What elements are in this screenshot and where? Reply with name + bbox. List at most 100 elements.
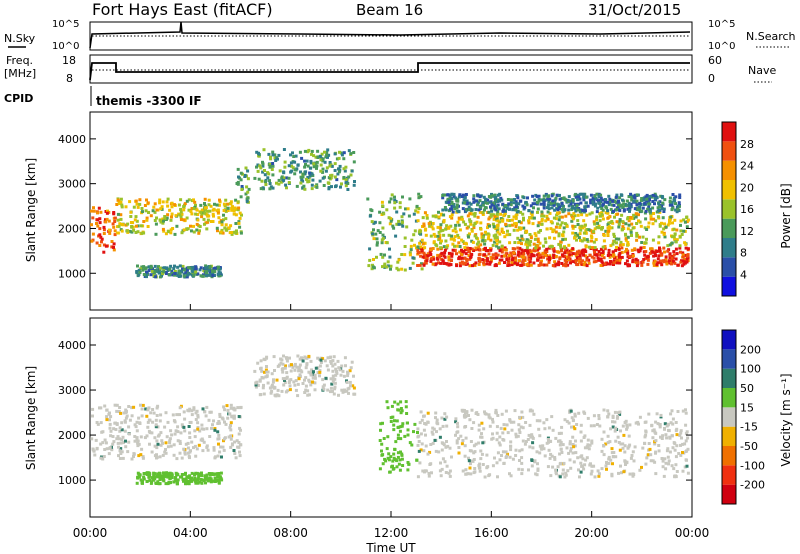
velocity-cell-r0 (180, 423, 184, 427)
power-cell-r8 (465, 202, 469, 206)
power-cell-r4 (271, 162, 275, 165)
velocity-cell-r4 (493, 456, 496, 460)
power-cell-r7 (436, 234, 440, 238)
power-cell-r5 (395, 210, 399, 214)
power-cell-r1 (117, 224, 121, 228)
velocity-cell-r0 (164, 441, 168, 445)
power-cell-r8 (567, 195, 571, 199)
velocity-cell-r0 (111, 435, 115, 438)
velocity-cell-r4 (463, 425, 467, 429)
power-cell-r1 (179, 210, 183, 214)
velocity-cell-r0 (173, 432, 177, 436)
power-cbar-swatch-2 (722, 238, 736, 258)
power-cell-r7 (643, 211, 647, 215)
power-cell-r6 (513, 261, 517, 265)
power-cell-r6 (520, 248, 524, 252)
power-cell-r6 (654, 253, 657, 257)
power-cell-r8 (610, 203, 614, 207)
power-cell-r7 (537, 230, 541, 234)
power-cell-r8 (532, 206, 535, 210)
velocity-cell-r0 (101, 457, 105, 461)
power-cell-r7 (503, 235, 507, 239)
power-cell-r8 (647, 202, 651, 206)
velocity-cell-r4 (664, 461, 668, 465)
power-cell-r2 (218, 274, 222, 278)
power-cell-r7 (447, 233, 451, 237)
velocity-cell-r2 (331, 359, 335, 363)
velocity-cell-r4 (607, 457, 611, 461)
velocity-cell-r2 (351, 384, 355, 388)
power-cell-r6 (461, 249, 465, 253)
power-cell-r7 (673, 237, 677, 241)
velocity-cell-r4 (673, 474, 677, 478)
power-cell-r6 (640, 263, 644, 267)
power-cell-r2 (194, 270, 198, 274)
velocity-cell-r0 (206, 448, 210, 452)
power-cell-r4 (330, 185, 333, 189)
velocity-cell-r4 (663, 457, 667, 461)
power-cell-r4 (277, 182, 281, 186)
power-cell-r8 (450, 204, 454, 208)
power-cell-r7 (645, 237, 648, 241)
power-cell-r1 (231, 205, 234, 209)
power-cell-r8 (630, 198, 634, 202)
power-cell-r5 (390, 193, 394, 197)
velocity-cell-r4 (448, 469, 452, 473)
power-cell-r8 (633, 207, 637, 211)
power-cell-r7 (635, 234, 639, 238)
velocity-cell-r4 (670, 464, 674, 468)
power-cell-r7 (529, 236, 533, 240)
velocity-cell-r2 (303, 378, 306, 382)
power-cell-r4 (319, 169, 323, 173)
power-cell-r8 (467, 208, 471, 212)
velocity-cell-r0 (183, 450, 187, 454)
velocity-cell-r0 (132, 405, 136, 409)
power-cell-r6 (467, 254, 471, 258)
power-cell-r6 (673, 261, 677, 265)
power-cell-r6 (683, 253, 687, 257)
power-cell-r8 (492, 203, 496, 207)
velocity-cell-r0 (118, 426, 122, 430)
power-cell-r6 (575, 250, 579, 254)
power-cell-r7 (632, 216, 636, 220)
velocity-cell-r0 (151, 420, 155, 424)
power-cell-r6 (462, 262, 466, 266)
power-cell-r7 (512, 215, 516, 219)
velocity-cell-r2 (283, 381, 287, 384)
power-cell-r7 (513, 241, 517, 244)
velocity-cell-r4 (666, 455, 670, 459)
power-cell-r7 (503, 212, 507, 216)
velocity-cell-r0 (202, 427, 206, 431)
power-cell-r4 (291, 166, 295, 170)
power-cell-r5 (403, 236, 407, 240)
power-cell-r6 (683, 261, 687, 265)
velocity-cell-r4 (456, 421, 459, 425)
velocity-cell-r0 (201, 449, 205, 453)
power-cell-r4 (299, 175, 303, 179)
power-cell-r7 (422, 224, 426, 228)
power-cell-r7 (431, 222, 435, 225)
power-cell-r7 (576, 233, 579, 237)
power-cell-r4 (261, 162, 265, 166)
power-cell-r7 (672, 227, 676, 231)
power-cell-r5 (375, 243, 379, 247)
power-cell-r6 (429, 259, 433, 263)
power-cell-r1 (234, 198, 238, 202)
power-cell-r6 (526, 250, 530, 254)
power-cell-r1 (120, 205, 124, 209)
power-cell-r6 (652, 261, 656, 265)
power-cell-r5 (371, 232, 375, 236)
power-cell-r7 (597, 226, 601, 230)
power-cbar-tick-4: 20 (740, 181, 754, 194)
power-cell-r1 (236, 208, 240, 212)
power-cell-r8 (537, 197, 541, 201)
power-cell-r8 (677, 201, 681, 205)
power-cell-r8 (632, 199, 636, 203)
power-cell-r4 (290, 164, 294, 168)
velocity-cell-r4 (679, 453, 683, 457)
power-cell-r2 (182, 272, 186, 276)
velocity-cell-r4 (597, 472, 601, 476)
power-cell-r8 (661, 196, 665, 200)
velocity-cell-r2 (337, 366, 341, 370)
power-cell-r4 (273, 153, 277, 157)
